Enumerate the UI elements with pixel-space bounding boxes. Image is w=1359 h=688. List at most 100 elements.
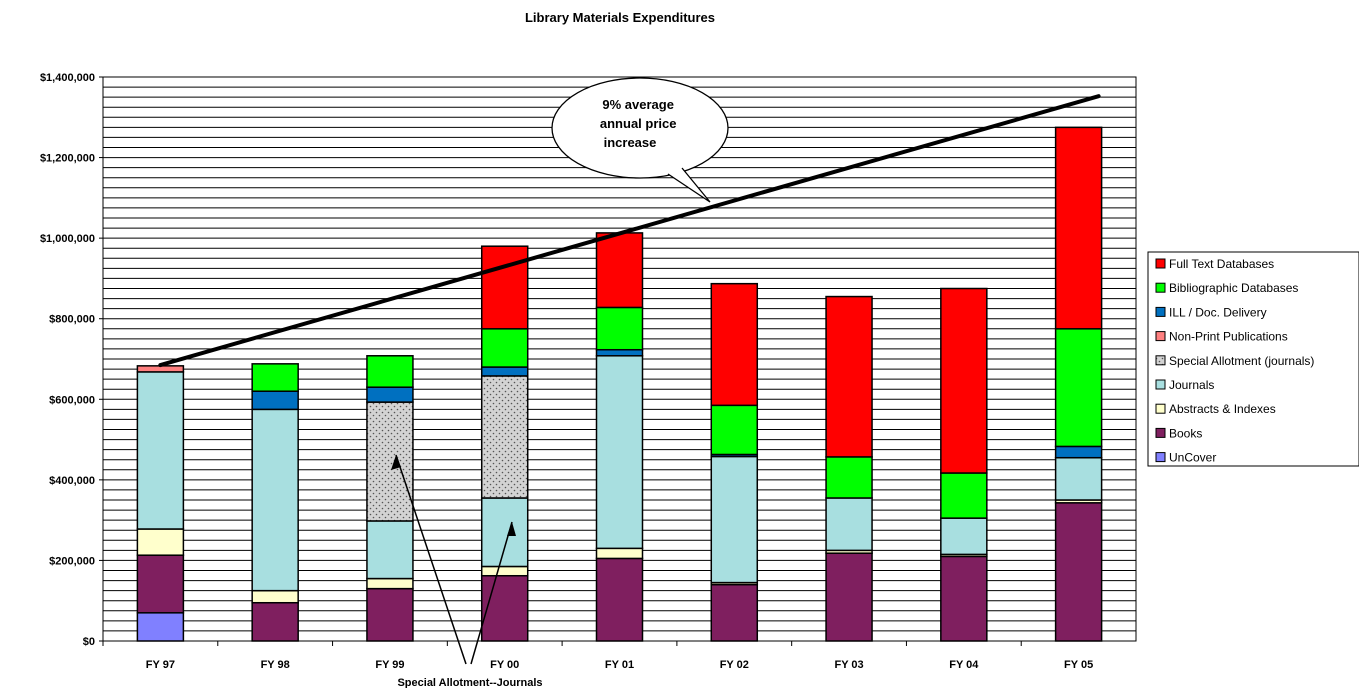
- arrowhead-left: [391, 455, 401, 470]
- bar-segment: [366, 386, 414, 403]
- bar-segment: [710, 455, 759, 584]
- callout-pointer: [667, 167, 711, 203]
- annotation-arrow-left: [395, 454, 467, 665]
- bar-segment: [366, 577, 414, 590]
- bar-segment: [710, 282, 759, 407]
- legend-entry-label: Books: [1169, 426, 1202, 440]
- bar-segment: [366, 401, 414, 522]
- price-increase-callout: 9% average annual price increase: [551, 77, 729, 203]
- y-tick-label: $1,200,000: [40, 153, 95, 165]
- callout-line-1: 9% average: [602, 97, 674, 112]
- x-axis: FY 97 FY 98 FY 99 FY 00 FY 01 FY 02 FY 03 FY 04…: [102, 641, 1093, 671]
- arrowhead-right: [507, 522, 516, 536]
- legend-swatch: [1155, 306, 1166, 317]
- bar-segment: [940, 555, 988, 642]
- bar-segment: [480, 375, 529, 499]
- bar-segment: [825, 552, 873, 642]
- legend-entry-label: Special Allotment (journals): [1169, 354, 1314, 368]
- y-tick-label: $400,000: [49, 475, 95, 487]
- trend-line: [158, 94, 1101, 368]
- legend-entry-label: Journals: [1169, 378, 1214, 392]
- x-tick-label: FY 01: [605, 659, 634, 671]
- bar-segment: [1054, 445, 1103, 459]
- y-axis: $0 $200,000 $400,000 $600,000 $800,000 $1,000…: [40, 72, 103, 648]
- bar-segment: [940, 472, 988, 519]
- legend-entry-label: Full Text Databases: [1169, 257, 1274, 271]
- x-tick-label: FY 99: [375, 659, 404, 671]
- bar-segment: [251, 408, 299, 592]
- legend-swatch: [1155, 258, 1166, 269]
- bar-segment: [480, 497, 529, 568]
- legend: Full Text Databases Bibliographic Databas…: [1147, 251, 1359, 467]
- bar-segment: [136, 612, 185, 642]
- legend-entry-label: Non-Print Publications: [1169, 330, 1288, 344]
- bar-segment: [1054, 456, 1103, 501]
- x-tick-label: FY 02: [720, 659, 749, 671]
- svg-text:9% average annual price: 9% average annual price increase: [600, 97, 680, 150]
- x-tick-label: FY 98: [261, 659, 290, 671]
- bar-segment: [366, 520, 414, 580]
- special-allotment-annotation: Special Allotment--Journals: [391, 454, 543, 688]
- bar-segment: [825, 497, 873, 552]
- bar-segment: [1054, 328, 1103, 448]
- bar-segment: [710, 404, 759, 456]
- bar-segment: [1054, 126, 1103, 330]
- bar-segment: [595, 232, 644, 309]
- callout-line-3: increase: [604, 135, 657, 150]
- legend-swatch: [1155, 282, 1166, 293]
- bar-segment: [136, 528, 185, 556]
- y-tick-label: $1,400,000: [40, 72, 95, 84]
- bar-segment: [710, 583, 759, 642]
- x-tick-label: FY 03: [834, 659, 863, 671]
- legend-swatch: [1155, 403, 1166, 414]
- bar-segment: [251, 363, 299, 392]
- legend-swatch: [1155, 452, 1166, 463]
- bar-segment: [366, 355, 414, 388]
- bar-segment: [136, 371, 185, 530]
- bar-segment: [251, 601, 299, 642]
- y-tick-label: $200,000: [49, 555, 95, 567]
- legend-swatch: [1155, 355, 1166, 366]
- legend-swatch: [1155, 427, 1166, 438]
- bar-segment: [366, 587, 414, 642]
- bar-segment: [940, 287, 988, 474]
- bar-segment: [480, 245, 529, 330]
- x-tick-label: FY 04: [949, 659, 979, 671]
- bar-segment: [1054, 502, 1103, 642]
- y-tick-label: $0: [83, 636, 95, 648]
- bar-segment: [825, 295, 873, 458]
- legend-entry-label: Abstracts & Indexes: [1169, 402, 1276, 416]
- bar-segment: [480, 328, 529, 368]
- y-tick-label: $1,000,000: [40, 233, 95, 245]
- x-tick-label: FY 97: [146, 659, 175, 671]
- legend-entry-label: UnCover: [1169, 451, 1216, 465]
- x-tick-label: FY 00: [490, 659, 519, 671]
- special-allotment-label: Special Allotment--Journals: [397, 677, 542, 688]
- legend-swatch: [1155, 331, 1166, 342]
- legend-box: [1147, 251, 1359, 467]
- legend-entry-label: Bibliographic Databases: [1169, 281, 1298, 295]
- bar-segment: [251, 390, 299, 411]
- bar-segment: [595, 306, 644, 351]
- bar-segment: [595, 355, 644, 550]
- y-tick-label: $600,000: [49, 394, 95, 406]
- annotation-arrow-right: [470, 521, 513, 665]
- bar-segment: [940, 517, 988, 556]
- bar-segment: [480, 366, 529, 377]
- bar-segment: [825, 456, 873, 499]
- callout-bubble: [551, 77, 729, 179]
- trend-line-stroke: [158, 94, 1101, 368]
- bar-segment: [480, 565, 529, 577]
- bar-segment: [136, 554, 185, 614]
- bar-stacks: [136, 126, 1103, 642]
- x-tick-label: FY 05: [1064, 659, 1093, 671]
- callout-line-2: annual price: [600, 116, 677, 131]
- legend-swatch: [1155, 379, 1166, 390]
- bar-segment: [595, 547, 644, 560]
- bar-segment: [595, 348, 644, 357]
- legend-entry-label: ILL / Doc. Delivery: [1169, 305, 1267, 319]
- y-tick-label: $800,000: [49, 314, 95, 326]
- bar-segment: [480, 574, 529, 642]
- bar-segment: [251, 589, 299, 604]
